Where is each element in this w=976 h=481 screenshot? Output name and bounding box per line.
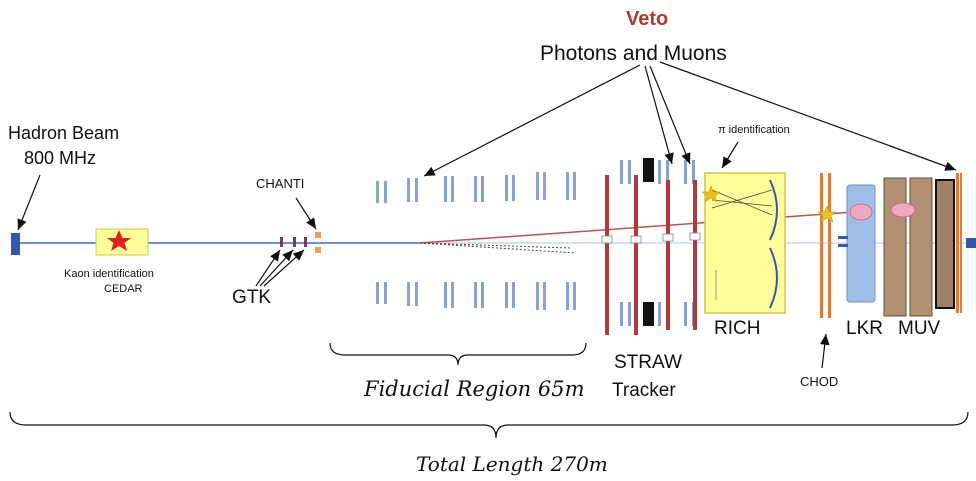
kaon-identification-label: Kaon identification xyxy=(64,268,154,280)
gtk-station-3 xyxy=(304,237,307,247)
arrow-veto-downstream xyxy=(659,61,957,171)
arrow-veto-straw-2 xyxy=(649,65,691,165)
fiducial-brace xyxy=(329,342,587,366)
veto-end-plane-2 xyxy=(960,173,962,313)
lkr-label: LKR xyxy=(846,318,883,339)
fiducial-region-label: Fiducial Region 65m xyxy=(364,377,585,401)
magnet-top xyxy=(643,158,654,182)
straw-label: STRAW xyxy=(614,352,682,373)
lkr-calorimeter xyxy=(846,184,876,303)
rich-ray-1 xyxy=(711,189,773,216)
rich-mirror-lower xyxy=(769,247,778,309)
decay-cone-lower xyxy=(419,242,576,254)
arrow-beam xyxy=(17,174,41,231)
gtk-station-2 xyxy=(293,237,296,247)
arrow-chanti xyxy=(295,197,317,230)
total-length-brace xyxy=(9,411,969,439)
muv-label: MUV xyxy=(898,318,941,339)
beam-rate-label: 800 MHz xyxy=(24,148,97,168)
gtk-station-1 xyxy=(280,237,283,247)
arrow-gtk-1 xyxy=(255,249,281,287)
chod-label: CHOD xyxy=(800,374,839,389)
arrow-pi-id xyxy=(721,141,739,169)
total-length-label: Total Length 270m xyxy=(416,452,608,476)
chod-star xyxy=(817,205,837,223)
muv-block-2 xyxy=(909,177,933,317)
tracker-label: Tracker xyxy=(612,380,676,401)
lkr-beampipe-lower xyxy=(838,244,848,247)
chanti-detector xyxy=(315,232,321,238)
hadron-beam-label: Hadron Beam xyxy=(8,123,120,143)
arrow-chod xyxy=(819,333,830,369)
rich-ray-2 xyxy=(711,189,773,209)
veto-heading: Veto xyxy=(626,8,669,30)
cedar-star xyxy=(107,230,131,251)
veto-end-plane xyxy=(956,173,959,313)
rich-vessel xyxy=(704,172,786,314)
arrow-gtk-3 xyxy=(263,249,305,287)
pion-track xyxy=(419,210,869,244)
muv-block-1 xyxy=(883,177,907,317)
gtk-label: GTK xyxy=(232,287,272,308)
arrow-veto-upstream xyxy=(423,64,641,177)
rich-mirror-upper xyxy=(769,179,778,241)
chanti-label: CHANTI xyxy=(256,176,305,191)
muv-block-3 xyxy=(935,179,955,309)
rich-label: RICH xyxy=(714,318,761,339)
chod-plane-1 xyxy=(820,173,823,318)
rich-ray-3 xyxy=(711,199,773,207)
decay-cone-mid xyxy=(419,242,571,249)
lkr-beampipe-upper xyxy=(838,236,848,239)
magnet-bottom xyxy=(643,302,654,326)
cedar-label: CEDAR xyxy=(104,283,143,295)
veto-stations-top xyxy=(376,160,695,203)
beam-exit-marker xyxy=(966,238,976,248)
chod-plane-2 xyxy=(828,173,831,318)
photons-muons-label: Photons and Muons xyxy=(540,42,727,65)
lkr-shower xyxy=(849,203,873,221)
arrow-veto-straw xyxy=(644,65,674,165)
beam-source xyxy=(11,233,20,255)
pi-identification-label: π identification xyxy=(718,124,790,136)
arrow-gtk-2 xyxy=(259,249,294,287)
rich-star xyxy=(701,185,721,203)
muv-shower xyxy=(890,202,916,218)
chanti-detector-lower xyxy=(315,247,321,253)
straw-chambers xyxy=(601,175,701,335)
